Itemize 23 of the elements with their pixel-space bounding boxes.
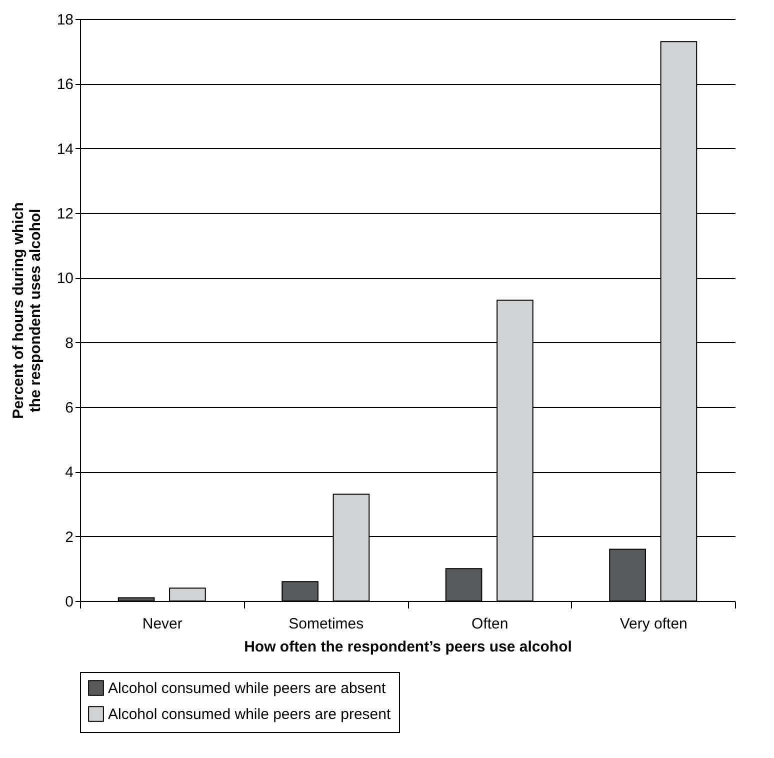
y-tick-label: 12 (56, 206, 74, 222)
y-tick-label: 8 (65, 334, 74, 352)
y-tick-label: 6 (65, 400, 74, 416)
bar (445, 568, 482, 602)
y-tick-label: 18 (56, 12, 74, 28)
y-axis-title: Percent of hours during which the respondent uses alcohol (10, 202, 44, 419)
bar (282, 581, 318, 602)
legend-label: Alcohol consumed while peers are absent (108, 680, 386, 697)
x-tick-label: Very often (620, 616, 688, 632)
legend-label: Alcohol consumed while peers are present (108, 706, 392, 723)
y-tick-label: 14 (56, 140, 74, 158)
bar (118, 597, 155, 602)
y-tick-label: 2 (65, 528, 74, 546)
y-tick-label: 16 (56, 76, 74, 94)
x-tick-label: Never (142, 616, 182, 632)
y-tick-label: 0 (65, 594, 74, 610)
x-tick-label: Sometimes (288, 616, 364, 632)
x-axis-title: How often the respondent’s peers use alcohol (244, 638, 572, 656)
bar (609, 548, 646, 602)
y-tick-label: 10 (56, 270, 74, 288)
x-tick-label: Often (472, 616, 508, 632)
y-tick-label: 4 (65, 464, 74, 482)
bar (169, 588, 206, 602)
